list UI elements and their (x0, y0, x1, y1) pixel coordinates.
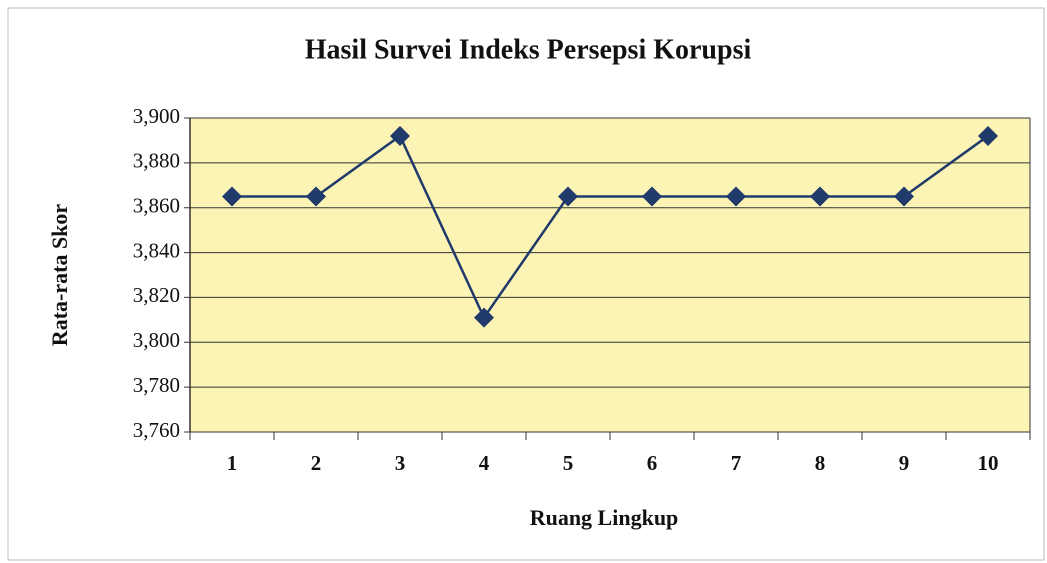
y-tick-label: 3,800 (133, 328, 180, 352)
x-tick-label: 7 (731, 451, 742, 475)
data-point (810, 186, 830, 207)
x-tick-label: 5 (563, 451, 574, 475)
data-point (390, 125, 410, 146)
data-point (558, 186, 578, 207)
x-tick-label: 10 (978, 451, 999, 475)
x-tick-label: 4 (479, 451, 490, 475)
y-tick-label: 3,900 (133, 104, 180, 128)
y-tick-label: 3,840 (133, 238, 180, 262)
y-axis-label: Rata-rata Skor (47, 204, 72, 347)
x-axis-label: Ruang Lingkup (530, 505, 679, 530)
y-tick-label: 3,780 (133, 373, 180, 397)
chart-title: Hasil Survei Indeks Persepsi Korupsi (305, 34, 752, 65)
x-tick-label: 6 (647, 451, 658, 475)
data-point (726, 186, 746, 207)
data-point (978, 125, 998, 146)
plot-area (190, 118, 1030, 432)
data-point (642, 186, 662, 207)
y-tick-label: 3,860 (133, 194, 180, 218)
data-point (222, 186, 242, 207)
x-tick-label: 9 (899, 451, 910, 475)
data-point (306, 186, 326, 207)
x-tick-label: 8 (815, 451, 826, 475)
x-tick-label: 2 (311, 451, 322, 475)
data-point (894, 186, 914, 207)
series-line (232, 134, 989, 321)
x-tick-label: 1 (227, 451, 238, 475)
x-tick-label: 3 (395, 451, 406, 475)
data-point (474, 307, 494, 328)
y-tick-label: 3,820 (133, 283, 180, 307)
y-tick-label: 3,880 (133, 149, 180, 173)
y-tick-label: 3,760 (133, 418, 180, 442)
